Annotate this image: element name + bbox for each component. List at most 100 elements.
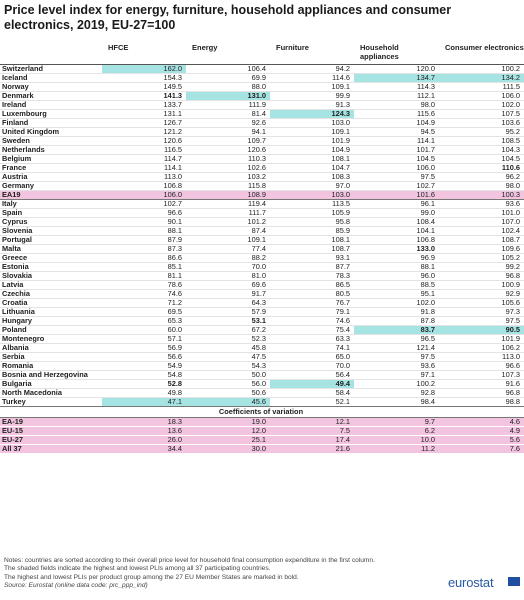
value-cell: 96.2 xyxy=(439,172,524,182)
note-line: The shaded fields indicate the highest a… xyxy=(4,565,271,573)
cv-value: 26.0 xyxy=(102,435,186,445)
value-cell: 119.4 xyxy=(186,199,270,209)
value-cell: 108.7 xyxy=(439,235,524,245)
note-line: Notes: countries are sorted according to… xyxy=(4,557,375,564)
value-cell: 93.1 xyxy=(270,253,354,263)
country-name: Finland xyxy=(0,118,102,128)
value-cell: 91.3 xyxy=(270,100,354,110)
table-row: Italy 102.7 119.4 113.5 96.1 93.6 xyxy=(0,199,524,209)
value-cell: 114.1 xyxy=(354,136,439,146)
value-cell: 110.3 xyxy=(186,154,270,164)
cv-value: 7.5 xyxy=(270,426,354,436)
cv-value: 25.1 xyxy=(186,435,270,445)
value-cell: 83.7 xyxy=(354,325,439,335)
value-cell: 52.8 xyxy=(102,379,186,389)
value-cell: 108.7 xyxy=(270,244,354,254)
value-cell: 121.2 xyxy=(102,127,186,137)
value-cell: 87.3 xyxy=(102,244,186,254)
value-cell: 126.7 xyxy=(102,118,186,128)
value-cell: 70.0 xyxy=(270,361,354,371)
value-cell: 108.5 xyxy=(439,136,524,146)
value-cell: 87.4 xyxy=(186,226,270,236)
value-cell: 107.5 xyxy=(439,109,524,119)
cv-header-row: Coefficients of variation xyxy=(0,406,524,418)
value-cell: 154.3 xyxy=(102,73,186,83)
value-cell: 76.7 xyxy=(270,298,354,308)
value-cell: 74.1 xyxy=(270,343,354,353)
table-row: Turkey 47.1 45.6 52.1 98.4 98.8 xyxy=(0,397,524,407)
table-row: Cyprus 90.1 101.2 95.8 108.4 107.0 xyxy=(0,217,524,227)
table-row: Hungary 65.3 53.1 74.6 87.8 97.5 xyxy=(0,316,524,326)
value-cell: 113.0 xyxy=(102,172,186,182)
value-cell: 49.8 xyxy=(102,388,186,398)
country-name: Albania xyxy=(0,343,102,353)
table-row: Iceland 154.3 69.9 114.6 134.7 134.2 xyxy=(0,73,524,83)
value-cell: 78.3 xyxy=(270,271,354,281)
value-cell: 103.0 xyxy=(270,118,354,128)
country-name: Slovakia xyxy=(0,271,102,281)
cv-label: EU-27 xyxy=(0,435,102,445)
header-energy: Energy xyxy=(186,40,270,65)
note-line: The highest and lowest PLIs per product … xyxy=(4,573,299,581)
value-cell: 104.1 xyxy=(354,226,439,236)
value-cell: 85.9 xyxy=(270,226,354,236)
value-cell: 131.1 xyxy=(102,109,186,119)
value-cell: 104.5 xyxy=(439,154,524,164)
country-name: Montenegro xyxy=(0,334,102,344)
value-cell: 116.5 xyxy=(102,145,186,155)
cv-row: EA-19 18.3 19.0 12.1 9.7 4.6 xyxy=(0,417,524,427)
value-cell: 81.1 xyxy=(102,271,186,281)
value-cell: 102.7 xyxy=(102,199,186,209)
eurostat-logo: eurostat xyxy=(448,574,520,592)
value-cell: 54.3 xyxy=(186,361,270,371)
value-cell: 88.0 xyxy=(186,82,270,92)
value-cell: 106.8 xyxy=(354,235,439,245)
value-cell: 100.2 xyxy=(439,64,524,74)
table-title: Price level index for energy, furniture,… xyxy=(4,3,452,32)
table-row: Romania 54.9 54.3 70.0 93.6 96.6 xyxy=(0,361,524,371)
cv-value: 13.6 xyxy=(102,426,186,436)
value-cell: 56.0 xyxy=(186,379,270,389)
cv-value: 4.6 xyxy=(439,417,524,427)
value-cell: 134.2 xyxy=(439,73,524,83)
table-row: Austria 113.0 103.2 108.3 97.5 96.2 xyxy=(0,172,524,182)
value-cell: 69.6 xyxy=(186,280,270,290)
cv-row: EU-15 13.6 12.0 7.5 6.2 4.9 xyxy=(0,426,524,436)
cv-value: 6.2 xyxy=(354,426,439,436)
value-cell: 105.9 xyxy=(270,208,354,218)
value-cell: 81.4 xyxy=(186,109,270,119)
value-cell: 102.4 xyxy=(439,226,524,236)
country-name: United Kingdom xyxy=(0,127,102,137)
table-row: Luxembourg 131.1 81.4 124.3 115.6 107.5 xyxy=(0,109,524,119)
value-cell: 114.6 xyxy=(270,73,354,83)
table-row: Norway 149.5 88.0 109.1 114.3 111.5 xyxy=(0,82,524,92)
value-cell: 97.3 xyxy=(439,307,524,317)
value-cell: 57.1 xyxy=(102,334,186,344)
header-furniture: Furniture xyxy=(270,40,354,65)
value-cell: 77.4 xyxy=(186,244,270,254)
value-cell: 56.6 xyxy=(102,352,186,362)
value-cell: 100.9 xyxy=(439,280,524,290)
value-cell: 49.4 xyxy=(270,379,354,389)
country-name: Italy xyxy=(0,199,102,209)
value-cell: 131.0 xyxy=(186,91,270,101)
value-cell: 120.6 xyxy=(102,136,186,146)
country-name: Turkey xyxy=(0,397,102,407)
value-cell: 101.0 xyxy=(439,208,524,218)
value-cell: 107.0 xyxy=(439,217,524,227)
country-name: Malta xyxy=(0,244,102,254)
value-cell: 86.5 xyxy=(270,280,354,290)
value-cell: 106.0 xyxy=(354,163,439,173)
value-cell: 162.0 xyxy=(102,64,186,74)
cv-value: 4.9 xyxy=(439,426,524,436)
value-cell: 104.5 xyxy=(354,154,439,164)
value-cell: 120.6 xyxy=(186,145,270,155)
value-cell: 56.9 xyxy=(102,343,186,353)
cv-value: 18.3 xyxy=(102,417,186,427)
value-cell: 106.0 xyxy=(102,190,186,200)
value-cell: 112.1 xyxy=(354,91,439,101)
table-row: Albania 56.9 45.8 74.1 121.4 106.2 xyxy=(0,343,524,353)
table-row: Lithuania 69.5 57.9 79.1 91.8 97.3 xyxy=(0,307,524,317)
value-cell: 57.9 xyxy=(186,307,270,317)
cv-row: EU-27 26.0 25.1 17.4 10.0 5.6 xyxy=(0,435,524,445)
